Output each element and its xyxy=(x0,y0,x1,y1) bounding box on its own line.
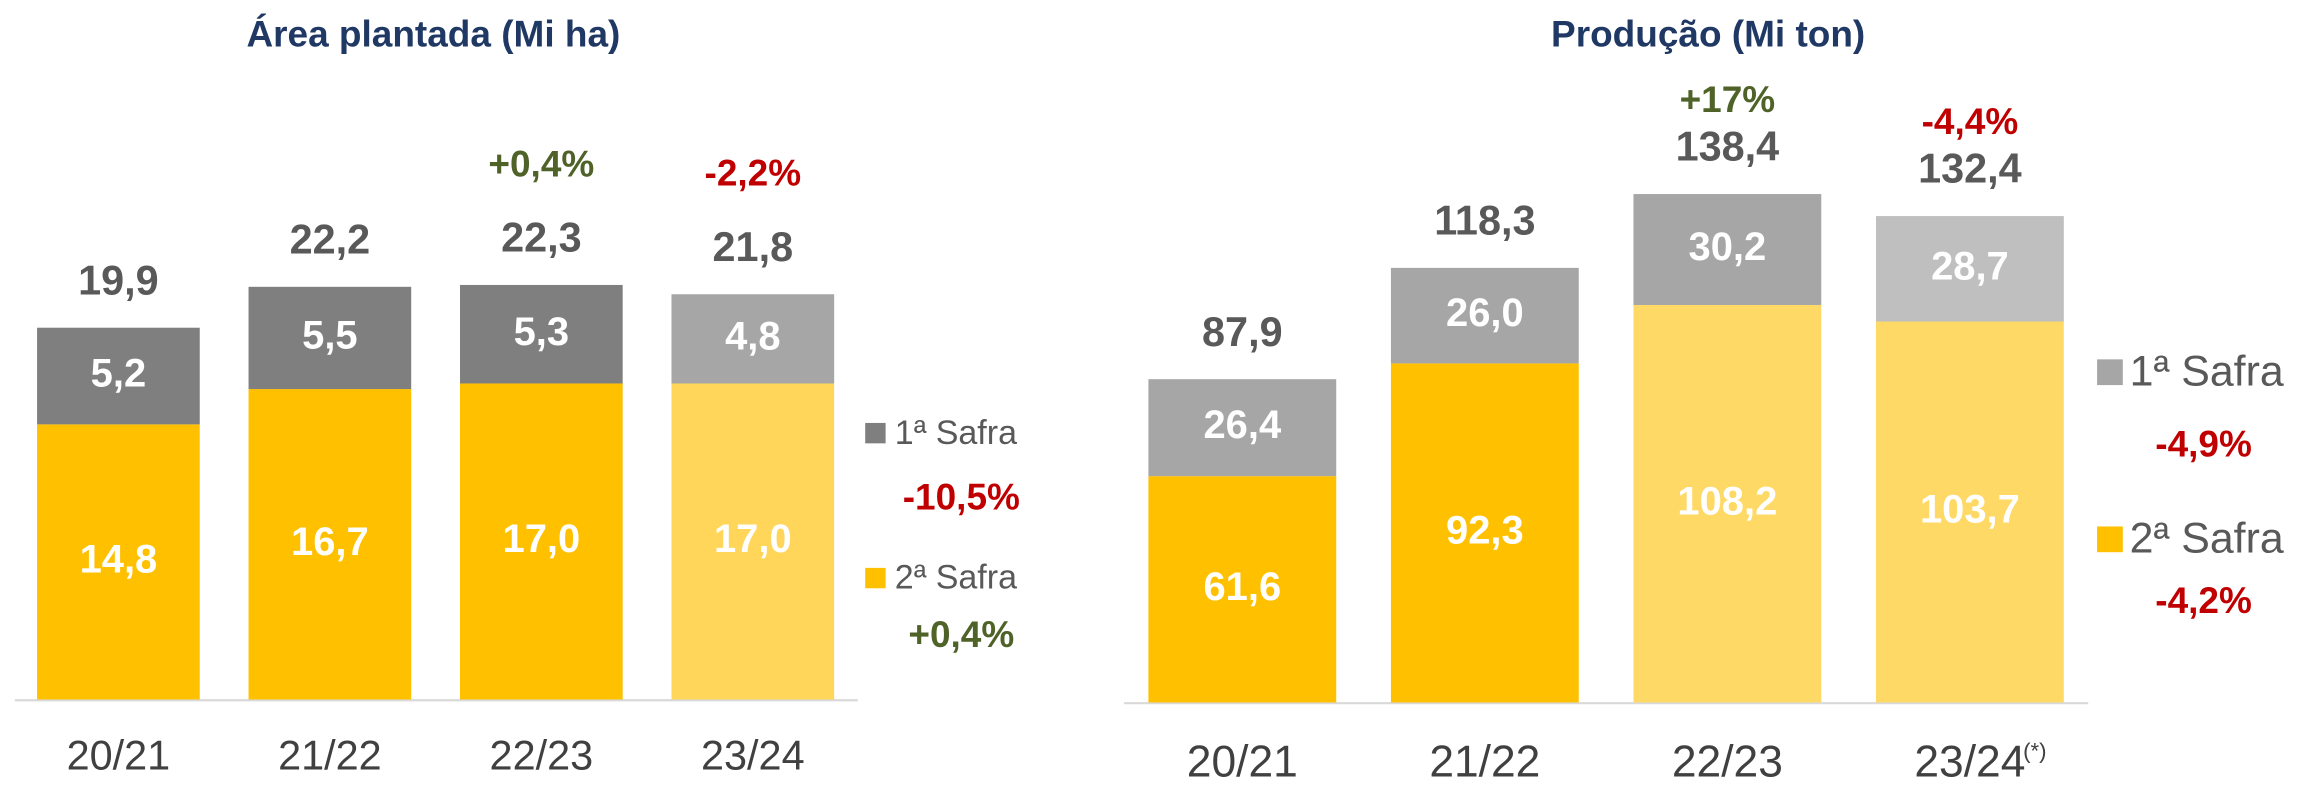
value-label: 17,0 xyxy=(503,517,581,561)
value-label: 103,7 xyxy=(1920,488,2020,532)
bar-segment xyxy=(1390,267,1579,364)
bar-segment xyxy=(1390,363,1579,703)
x-tick-label: 20/21 xyxy=(1187,737,1298,786)
legend-swatch xyxy=(2097,526,2123,553)
value-label: 26,4 xyxy=(1203,403,1281,447)
value-label: 4,8 xyxy=(725,314,780,358)
change-label: -2,2% xyxy=(705,153,802,194)
change-label: +0,4% xyxy=(488,143,594,184)
total-label: 22,2 xyxy=(290,216,371,262)
legend-label: 1ª Safra xyxy=(2130,347,2284,395)
total-label: 118,3 xyxy=(1434,197,1535,243)
total-label: 21,8 xyxy=(713,224,794,270)
value-label: 17,0 xyxy=(714,517,792,561)
bar-segment xyxy=(37,424,200,700)
bar-segment xyxy=(1148,379,1337,477)
bar-segment xyxy=(1875,216,2064,322)
bar-segment xyxy=(671,383,835,700)
legend-label: 2ª Safra xyxy=(2130,515,2284,563)
legend-label: 1ª Safra xyxy=(895,414,1017,452)
total-label: 138,4 xyxy=(1676,124,1780,170)
total-label: 132,4 xyxy=(1918,146,2022,192)
value-label: 61,6 xyxy=(1203,565,1281,609)
value-label: 108,2 xyxy=(1677,479,1777,523)
legend-swatch xyxy=(865,567,886,589)
value-label: 14,8 xyxy=(80,537,158,581)
bar-segment xyxy=(460,383,623,700)
bar-segment xyxy=(1875,321,2064,703)
value-label: 92,3 xyxy=(1446,508,1524,552)
legend-change: -4,2% xyxy=(2155,580,2252,621)
bar-segment xyxy=(1633,304,1822,703)
x-tick-label: 22/23 xyxy=(490,733,594,779)
bar-segment xyxy=(671,294,835,384)
x-tick-label: 23/24 xyxy=(701,733,805,779)
total-label: 22,3 xyxy=(501,215,582,261)
x-tick-label: 20/21 xyxy=(67,733,171,779)
value-label: 28,7 xyxy=(1931,244,2009,288)
bar-segment xyxy=(460,284,623,384)
legend-label: 2ª Safra xyxy=(895,559,1017,597)
chart-title: Área plantada (Mi ha) xyxy=(246,14,620,55)
total-label: 87,9 xyxy=(1202,309,1283,355)
legend-swatch xyxy=(865,422,886,444)
legend-change: +0,4% xyxy=(908,614,1014,655)
bar-segment xyxy=(1633,194,1822,305)
legend-swatch xyxy=(2097,359,2123,386)
value-label: 26,0 xyxy=(1446,291,1524,335)
value-label: 16,7 xyxy=(291,520,369,564)
bar-segment xyxy=(248,286,412,390)
legend-change: -10,5% xyxy=(903,477,1020,518)
change-label: -4,4% xyxy=(1922,101,2019,142)
note: (*) xyxy=(2023,739,2046,764)
total-label: 19,9 xyxy=(78,257,159,303)
value-label: 30,2 xyxy=(1689,225,1767,269)
value-label: 5,3 xyxy=(514,310,569,354)
value-label: 5,5 xyxy=(302,313,357,357)
legend-change: -4,9% xyxy=(2155,423,2252,464)
x-tick-label: 21/22 xyxy=(1429,737,1540,786)
chart-title: Produção (Mi ton) xyxy=(1551,14,1865,55)
bar-segment xyxy=(1148,476,1337,703)
x-tick-label: 21/22 xyxy=(278,733,382,779)
x-tick-label: 23/24 xyxy=(1914,737,2025,786)
x-tick-label: 22/23 xyxy=(1672,737,1783,786)
bar-segment xyxy=(248,389,412,700)
bar-segment xyxy=(37,327,200,425)
value-label: 5,2 xyxy=(91,352,146,396)
change-label: +17% xyxy=(1680,79,1776,120)
